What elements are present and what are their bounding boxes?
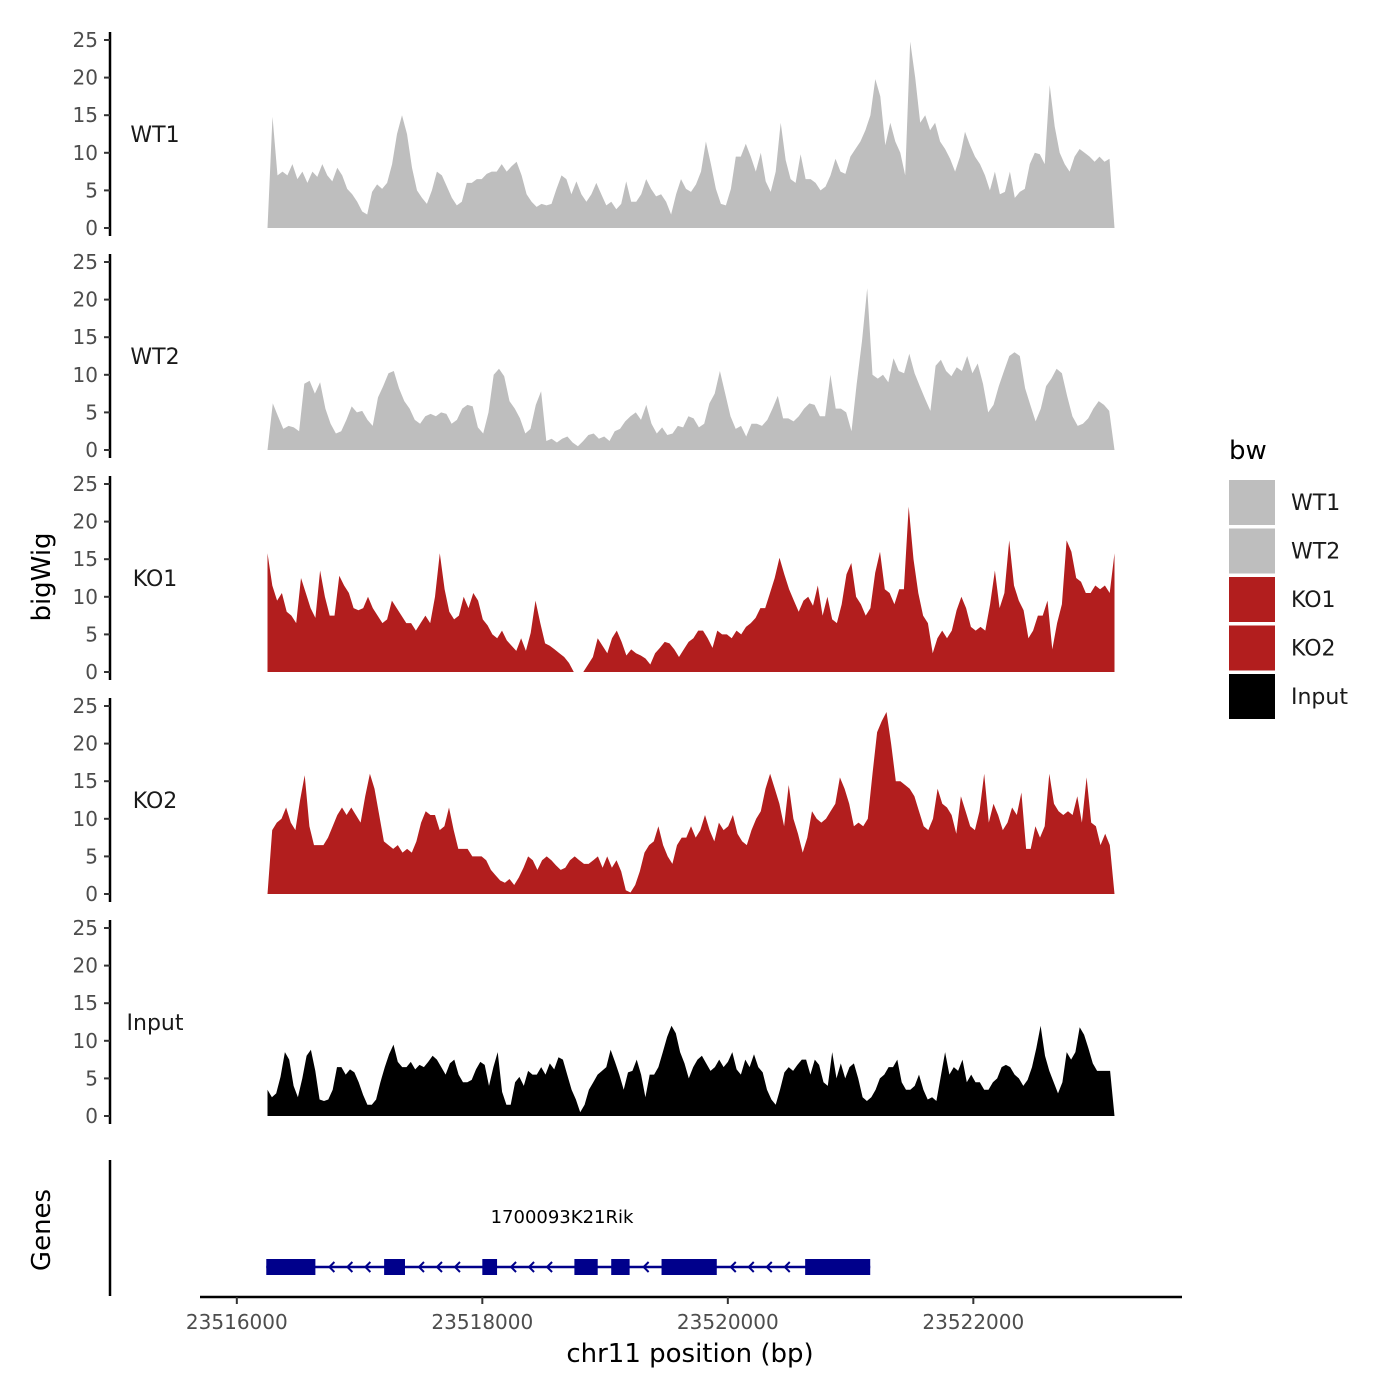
x-tick-label: 23520000 — [677, 1310, 779, 1334]
legend-swatch — [1229, 577, 1275, 622]
y-tick-label: 20 — [73, 510, 98, 534]
y-tick-label: 15 — [73, 325, 98, 349]
track-input: 0 5 10 15 20 25 Input — [73, 916, 1115, 1128]
legend-swatch — [1229, 674, 1275, 719]
x-tick-label: 23522000 — [922, 1310, 1024, 1334]
track-ko2: 0 5 10 15 20 25 KO2 — [73, 694, 1115, 906]
y-tick-label: 0 — [85, 1104, 98, 1128]
strand-arrow — [363, 1261, 372, 1273]
y-tick-label: 25 — [73, 916, 98, 940]
y-axis-title: bigWig — [27, 532, 57, 621]
y-tick-label: 20 — [73, 66, 98, 90]
genes-axis-title: Genes — [27, 1189, 57, 1271]
legend-title: bw — [1229, 436, 1267, 466]
legend-swatch — [1229, 625, 1275, 671]
x-tick-label: 23516000 — [186, 1310, 288, 1334]
legend-label: WT2 — [1291, 540, 1340, 565]
x-axis: 23516000 23518000 23520000 23522000 — [186, 1295, 1182, 1334]
y-tick-label: 5 — [85, 622, 98, 646]
legend-swatch — [1229, 528, 1275, 574]
y-tick-label: 0 — [85, 216, 98, 240]
y-tick-label: 25 — [73, 472, 98, 496]
strand-arrow — [765, 1261, 773, 1273]
legend-entry-wt1: WT1 — [1229, 480, 1340, 525]
y-tick-label: 15 — [73, 547, 98, 571]
legend-entry-ko2: KO2 — [1229, 625, 1336, 671]
gene-exon — [482, 1259, 498, 1275]
strand-arrow — [509, 1261, 517, 1273]
y-tick-label: 10 — [73, 1029, 98, 1053]
coverage-area-input — [267, 1025, 1115, 1116]
y-tick-label: 10 — [73, 363, 98, 387]
strand-arrow — [747, 1261, 755, 1273]
y-tick-label: 15 — [73, 991, 98, 1015]
strand-arrow — [435, 1261, 443, 1273]
y-tick-label: 5 — [85, 400, 98, 424]
y-tick-label: 5 — [85, 1066, 98, 1090]
gene-exon — [574, 1259, 598, 1275]
legend-label: KO1 — [1291, 588, 1336, 613]
genes-panel: 1700093K21Rik — [108, 1160, 871, 1296]
track-wt2: 0 5 10 15 20 25 WT2 — [73, 250, 1115, 462]
y-tick-label: 0 — [85, 660, 98, 684]
legend-swatch — [1229, 480, 1275, 525]
strand-arrow — [527, 1261, 535, 1273]
gene-label: 1700093K21Rik — [491, 1207, 634, 1228]
strand-arrow — [729, 1261, 737, 1273]
strand-arrow — [417, 1261, 425, 1273]
strand-arrow — [453, 1261, 461, 1273]
coverage-area-wt1 — [267, 41, 1115, 228]
track-label: KO1 — [133, 567, 178, 592]
y-tick-label: 25 — [73, 250, 98, 274]
y-tick-label: 15 — [73, 769, 98, 793]
y-tick-label: 20 — [73, 732, 98, 756]
y-tick-label: 25 — [73, 28, 98, 52]
track-label: KO2 — [133, 789, 178, 814]
y-tick-label: 20 — [73, 288, 98, 312]
y-tick-label: 25 — [73, 694, 98, 718]
strand-arrow — [642, 1261, 650, 1273]
track-label: WT1 — [130, 123, 179, 148]
track-wt1: 0 5 10 15 20 25 WT1 — [73, 28, 1115, 240]
legend-entry-ko1: KO1 — [1229, 577, 1336, 622]
gene-exon — [661, 1259, 717, 1275]
y-tick-label: 15 — [73, 103, 98, 127]
gene-exon — [266, 1259, 316, 1275]
y-tick-label: 20 — [73, 954, 98, 978]
strand-arrow — [783, 1261, 791, 1273]
x-axis-title: chr11 position (bp) — [566, 1339, 813, 1369]
gene-exon — [611, 1259, 630, 1275]
track-ko1: 0 5 10 15 20 25 KO1 — [73, 472, 1115, 684]
legend-label: KO2 — [1291, 637, 1336, 662]
gene-exon — [384, 1259, 405, 1275]
y-tick-label: 10 — [73, 141, 98, 165]
coverage-tracks: 0510152025WT10510152025WT20510152025KO10… — [73, 28, 1115, 1128]
legend-label: Input — [1291, 685, 1348, 710]
strand-arrow — [327, 1261, 336, 1273]
gene-1700093k21rik: 1700093K21Rik — [266, 1207, 871, 1275]
y-tick-label: 0 — [85, 882, 98, 906]
strand-arrow — [545, 1261, 553, 1273]
gene-exon — [805, 1259, 871, 1275]
y-tick-label: 10 — [73, 585, 98, 609]
legend-entry-wt2: WT2 — [1229, 528, 1340, 574]
strand-arrow — [345, 1261, 354, 1273]
coverage-area-wt2 — [267, 288, 1115, 450]
x-tick-label: 23518000 — [431, 1310, 533, 1334]
coverage-area-ko2 — [267, 712, 1115, 894]
legend: bw WT1 WT2 KO1 KO2 Input — [1229, 436, 1348, 719]
legend-label: WT1 — [1291, 491, 1340, 516]
y-tick-label: 5 — [85, 844, 98, 868]
y-tick-label: 0 — [85, 438, 98, 462]
y-tick-label: 10 — [73, 807, 98, 831]
legend-entry-input: Input — [1229, 674, 1348, 719]
y-tick-label: 5 — [85, 178, 98, 202]
coverage-area-ko1 — [267, 506, 1115, 672]
track-label: WT2 — [130, 345, 179, 370]
track-label: Input — [127, 1011, 184, 1036]
